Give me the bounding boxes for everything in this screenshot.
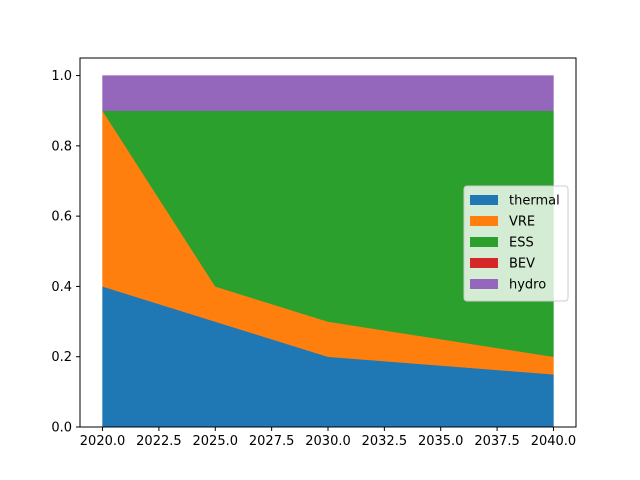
legend-label-bev: BEV	[509, 257, 535, 272]
legend-swatch-ess	[470, 237, 498, 247]
y-tick-label: 0.8	[51, 139, 72, 154]
legend-swatch-bev	[470, 258, 498, 268]
area-series-group	[102, 75, 554, 428]
x-tick-label: 2040.0	[531, 434, 577, 449]
legend-label-vre: VRE	[509, 215, 535, 230]
plot-frame	[79, 57, 577, 428]
legend-label-thermal: thermal	[509, 194, 560, 209]
y-tick-label: 0.4	[51, 280, 72, 295]
legend-swatch-thermal	[470, 195, 498, 205]
x-tick-label: 2030.0	[305, 434, 351, 449]
x-tick-label: 2020.0	[80, 434, 126, 449]
x-tick-label: 2027.5	[249, 434, 295, 449]
x-tick-label: 2032.5	[362, 434, 408, 449]
y-tick-label: 1.0	[51, 69, 72, 84]
legend-box	[463, 185, 569, 302]
legend-label-ess: ESS	[509, 236, 534, 251]
legend: thermal VRE ESS BEV hydro	[463, 185, 569, 302]
y-tick-label: 0.2	[51, 350, 72, 365]
area-hydro	[102, 75, 554, 111]
x-tick-label: 2037.5	[474, 434, 520, 449]
x-tick-label: 2035.0	[418, 434, 464, 449]
x-tick-label: 2025.0	[193, 434, 239, 449]
legend-label-hydro: hydro	[509, 278, 546, 293]
y-tick-label: 0.0	[51, 421, 72, 436]
x-tick-label: 2022.5	[136, 434, 182, 449]
y-tick-label: 0.6	[51, 210, 72, 225]
legend-swatch-vre	[470, 216, 498, 226]
x-axis-ticks: 2020.0 2022.5 2025.0 2027.5 2030.0 2032.5 2035…	[80, 427, 576, 449]
legend-swatch-hydro	[470, 279, 498, 289]
y-axis-ticks: 0.0 0.2 0.4 0.6 0.8 1.0	[51, 69, 80, 436]
